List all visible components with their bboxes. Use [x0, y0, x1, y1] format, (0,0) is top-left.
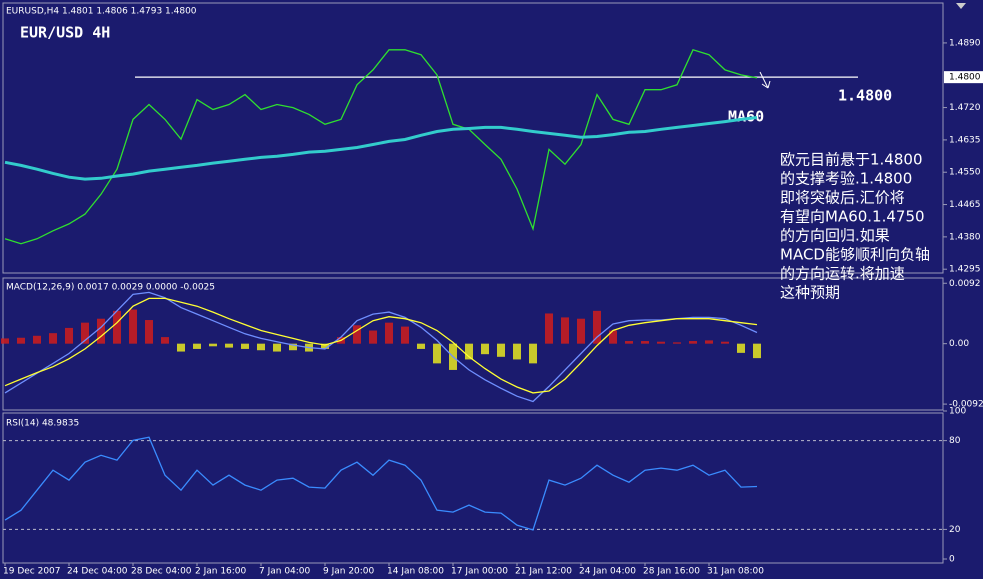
histogram-bar — [401, 326, 409, 344]
x-tick-label: 9 Jan 20:00 — [323, 567, 375, 577]
series-line — [4, 297, 758, 394]
histogram-bar — [225, 343, 233, 348]
x-tick-label: 21 Jan 12:00 — [515, 567, 572, 577]
histogram-bar — [321, 343, 329, 349]
series-line — [4, 49, 758, 245]
annotation-text: 的支撑考验.1.4800 — [780, 170, 912, 188]
histogram-bar — [145, 320, 153, 344]
histogram-bar — [497, 343, 505, 357]
histogram-bar — [465, 343, 473, 360]
histogram-bar — [577, 318, 585, 344]
histogram-bar — [177, 343, 185, 352]
histogram-bar — [161, 337, 169, 344]
annotation-text: MACD能够顺利向负轴 — [780, 246, 930, 264]
x-tick-label: 19 Dec 2007 — [3, 567, 61, 577]
histogram-bar — [289, 343, 297, 351]
histogram-bar — [369, 330, 377, 344]
y-tick-label: -0.0092 — [949, 400, 983, 410]
histogram-bar — [753, 343, 761, 359]
rsi-panel — [2, 412, 944, 564]
histogram-bar — [385, 322, 393, 344]
series-line — [4, 436, 758, 531]
histogram-bar — [609, 330, 617, 344]
histogram-bar — [33, 335, 41, 344]
annotation-text: 有望向MA60.1.4750 — [780, 208, 925, 226]
x-tick-label: 28 Dec 04:00 — [131, 567, 192, 577]
chart-title: EUR/USD 4H — [20, 24, 110, 42]
series-line — [4, 291, 758, 403]
shift-marker — [956, 3, 966, 9]
x-tick-label: 24 Jan 04:00 — [579, 567, 636, 577]
price-box — [944, 71, 983, 84]
price-panel — [2, 2, 944, 274]
histogram-bar — [641, 341, 649, 344]
y-tick-label: 100 — [949, 407, 966, 417]
annotation-text: 欧元目前悬于1.4800 — [780, 151, 923, 169]
level-annotation: 1.4800 — [838, 87, 892, 105]
annotation-text: 的方向回归.如果 — [780, 227, 890, 245]
histogram-bar — [721, 341, 729, 344]
y-tick-label: 1.4720 — [949, 103, 981, 113]
histogram-bar — [113, 310, 121, 344]
x-tick-label: 28 Jan 16:00 — [643, 567, 700, 577]
x-tick-label: 31 Jan 08:00 — [707, 567, 764, 577]
histogram-bar — [97, 318, 105, 344]
x-tick-label: 2 Jan 16:00 — [195, 567, 247, 577]
histogram-bar — [561, 317, 569, 344]
histogram-bar — [273, 343, 281, 352]
annotation-text: 这种预期 — [780, 284, 840, 302]
x-tick-label: 14 Jan 08:00 — [387, 567, 444, 577]
annotation-text: 即将突破后.汇价将 — [780, 189, 905, 207]
x-tick-label: 17 Jan 00:00 — [451, 567, 508, 577]
histogram-bar — [17, 337, 25, 344]
histogram-bar — [81, 322, 89, 344]
y-tick-label: 1.4890 — [949, 38, 981, 48]
histogram-bar — [705, 340, 713, 344]
annotation-text: 的方向运转.将加速 — [780, 265, 905, 283]
histogram-bar — [529, 343, 537, 364]
y-tick-label: 20 — [949, 525, 961, 535]
histogram-bar — [433, 343, 441, 364]
y-tick-label: 1.4465 — [949, 200, 981, 210]
x-tick-label: 24 Dec 04:00 — [67, 567, 128, 577]
price-box-label: 1.4800 — [949, 73, 981, 83]
histogram-bar — [657, 341, 665, 344]
arrow — [759, 71, 771, 89]
series-line — [4, 116, 758, 181]
histogram-bar — [49, 333, 57, 344]
histogram-bar — [625, 341, 633, 344]
histogram-bar — [689, 341, 697, 344]
histogram-bar — [673, 342, 681, 344]
histogram-bar — [353, 325, 361, 344]
histogram-bar — [1, 338, 9, 344]
y-tick-label: 1.4635 — [949, 135, 981, 145]
histogram-bar — [257, 343, 265, 351]
histogram-bar — [593, 310, 601, 344]
histogram-bar — [417, 343, 425, 349]
y-tick-label: 1.4380 — [949, 232, 981, 242]
histogram-bar — [65, 327, 73, 344]
histogram-bar — [481, 343, 489, 355]
histogram-bar — [545, 313, 553, 344]
x-tick-label: 7 Jan 04:00 — [259, 567, 311, 577]
histogram-bar — [209, 343, 217, 347]
histogram-bar — [513, 343, 521, 360]
histogram-bar — [129, 309, 137, 344]
ma-annotation: MA60 — [728, 108, 764, 126]
y-tick-label: 0.0092 — [949, 279, 981, 289]
y-tick-label: 80 — [949, 436, 961, 446]
y-tick-label: 0.00 — [949, 339, 969, 349]
y-tick-label: 0 — [949, 555, 955, 565]
y-tick-label: 1.4550 — [949, 168, 981, 178]
histogram-bar — [737, 343, 745, 353]
rsi-title: RSI(14) 48.9835 — [6, 419, 79, 429]
chart-subtitle: EURUSD,H4 1.4801 1.4806 1.4793 1.4800 — [6, 7, 197, 17]
y-tick-label: 1.4295 — [949, 265, 981, 275]
macd-title: MACD(12,26,9) 0.0017 0.0029 0.0000 -0.00… — [6, 283, 215, 293]
histogram-bar — [241, 343, 249, 349]
histogram-bar — [193, 343, 201, 349]
